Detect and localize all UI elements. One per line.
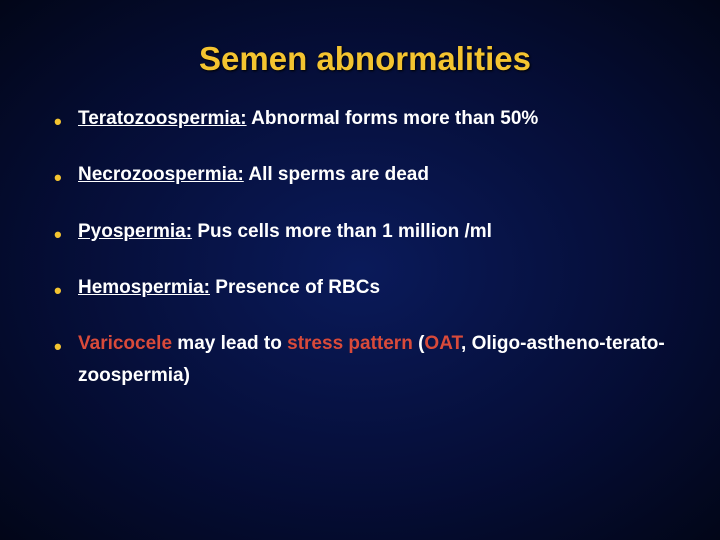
slide-title: Semen abnormalities: [50, 40, 680, 78]
bullet-item: Hemospermia: Presence of RBCs: [50, 272, 680, 304]
desc-text: Pus cells more than 1 million /ml: [192, 221, 492, 242]
term-text: Teratozoospermia:: [78, 108, 247, 129]
bullet-item: Pyospermia: Pus cells more than 1 millio…: [50, 216, 680, 248]
accent-text: stress pattern: [287, 333, 413, 354]
bullet-item: Teratozoospermia: Abnormal forms more th…: [50, 103, 680, 135]
term-text: Pyospermia:: [78, 221, 192, 242]
desc-text: Presence of RBCs: [210, 277, 380, 298]
desc-text: All sperms are dead: [244, 164, 429, 185]
slide: Semen abnormalities Teratozoospermia: Ab…: [0, 0, 720, 540]
body-text: may lead to: [172, 333, 287, 354]
body-text: (: [413, 333, 425, 354]
accent-text: Varicocele: [78, 333, 172, 354]
desc-text: Abnormal forms more than 50%: [247, 108, 539, 129]
term-text: Hemospermia:: [78, 277, 210, 298]
bullet-item: Necrozoospermia: All sperms are dead: [50, 159, 680, 191]
accent-text: OAT: [424, 333, 461, 354]
bullet-item: Varicocele may lead to stress pattern (O…: [50, 328, 680, 393]
term-text: Necrozoospermia:: [78, 164, 244, 185]
bullet-list: Teratozoospermia: Abnormal forms more th…: [50, 103, 680, 393]
